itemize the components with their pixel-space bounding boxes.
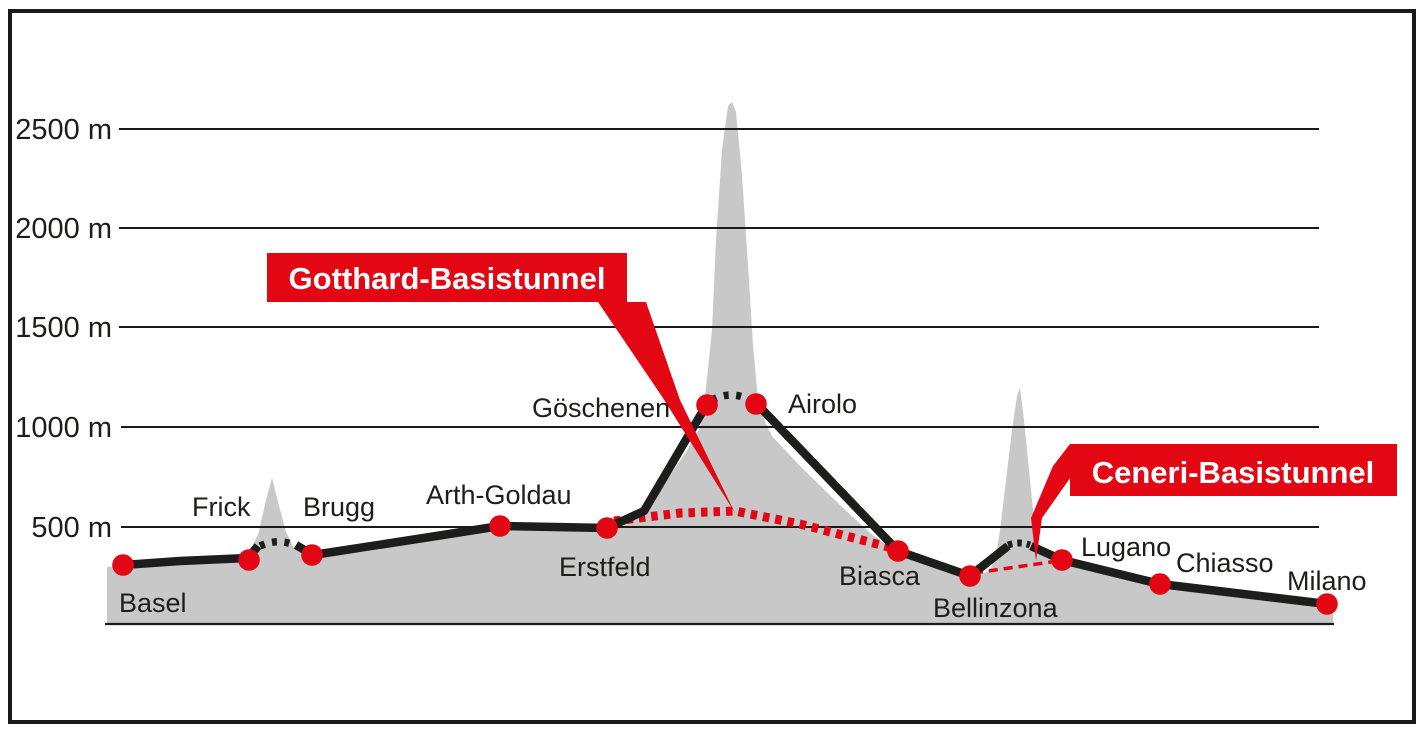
gridlines: [119, 128, 1319, 528]
station-dot: [887, 540, 909, 562]
station-label: Erstfeld: [559, 552, 651, 582]
y-axis-tick-label: 1000 m: [15, 412, 112, 444]
station-dot: [1316, 593, 1338, 615]
station-dot: [745, 393, 767, 415]
station-label: Biasca: [839, 561, 921, 591]
station-dot: [596, 517, 618, 539]
station-dot: [959, 565, 981, 587]
station-label: Lugano: [1081, 532, 1171, 562]
gotthard-callout-label: Gotthard-Basistunnel: [289, 261, 606, 296]
station-label: Göschenen: [532, 393, 670, 423]
y-axis-tick-label: 2000 m: [15, 213, 112, 245]
boezberg-summit-tunnel-dotted: [258, 538, 296, 550]
station-dot: [1149, 573, 1171, 595]
station-label: Basel: [119, 588, 187, 618]
station-dot: [1051, 549, 1073, 571]
ceneri-callout-pointer: [1031, 444, 1094, 561]
station-label: Bellinzona: [933, 593, 1059, 623]
station-label: Chiasso: [1176, 548, 1274, 578]
station-label: Airolo: [788, 389, 857, 419]
gotthard-callout-box: [267, 253, 627, 302]
station-dots: [112, 393, 1338, 615]
y-axis-tick-label: 2500 m: [15, 114, 112, 146]
station-label: Arth-Goldau: [426, 480, 572, 510]
station-label: Frick: [192, 492, 251, 522]
ceneri-callout-box: [1070, 444, 1397, 496]
gotthard-base-tunnel-line: [613, 506, 898, 554]
y-axis-tick-label: 1500 m: [15, 312, 112, 344]
station-dot: [112, 554, 134, 576]
terrain-silhouette: [107, 102, 1333, 623]
station-dot: [238, 549, 260, 571]
station-dot: [489, 515, 511, 537]
station-label: Brugg: [303, 492, 375, 522]
ceneri-summit-tunnel-dotted: [1006, 539, 1032, 549]
station-dot: [696, 394, 718, 416]
y-axis-tick-label: 500 m: [31, 512, 112, 544]
station-dot: [301, 544, 323, 566]
ceneri-callout-label: Ceneri-Basistunnel: [1092, 455, 1375, 490]
chart-frame: [8, 9, 1416, 724]
station-label: Milano: [1287, 566, 1367, 596]
